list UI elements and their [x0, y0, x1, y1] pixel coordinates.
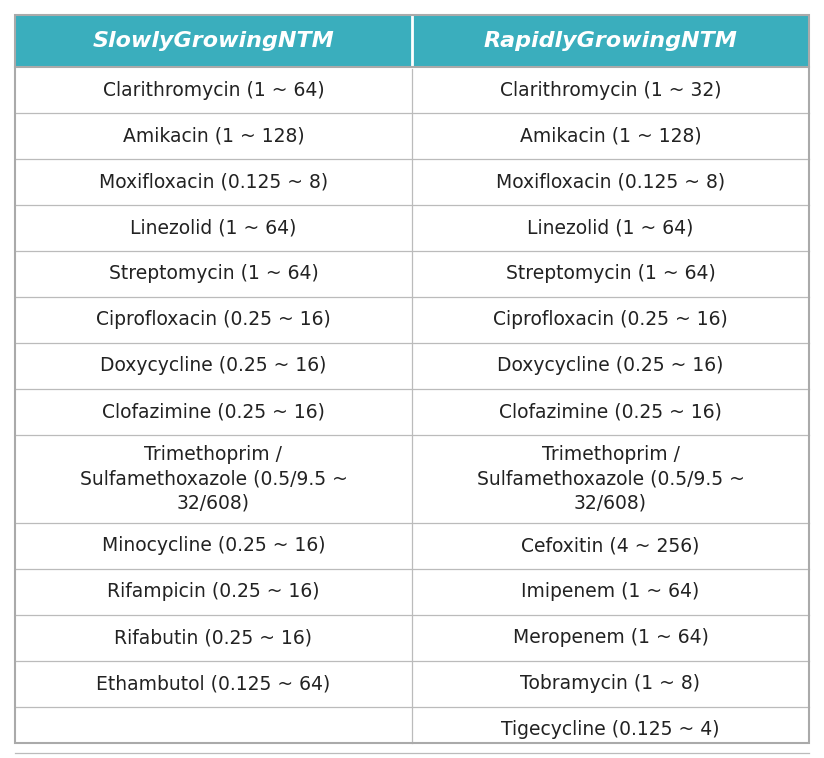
Text: Linezolid (1 ~ 64): Linezolid (1 ~ 64) — [130, 218, 297, 237]
Text: Clarithromycin (1 ~ 64): Clarithromycin (1 ~ 64) — [103, 80, 325, 99]
Text: Streptomycin (1 ~ 64): Streptomycin (1 ~ 64) — [506, 265, 715, 283]
Text: Amikacin (1 ~ 128): Amikacin (1 ~ 128) — [123, 127, 304, 146]
Bar — [15, 523, 809, 569]
Text: Doxycycline (0.25 ~ 16): Doxycycline (0.25 ~ 16) — [101, 356, 326, 375]
Text: Moxifloxacin (0.125 ~ 8): Moxifloxacin (0.125 ~ 8) — [99, 173, 328, 192]
Text: RapidlyGrowingNTM: RapidlyGrowingNTM — [484, 31, 737, 51]
Text: Clofazimine (0.25 ~ 16): Clofazimine (0.25 ~ 16) — [499, 402, 722, 421]
Text: Minocycline (0.25 ~ 16): Minocycline (0.25 ~ 16) — [101, 537, 325, 556]
Text: Tobramycin (1 ~ 8): Tobramycin (1 ~ 8) — [521, 675, 700, 694]
Bar — [15, 569, 809, 615]
Bar — [15, 661, 809, 707]
Text: Streptomycin (1 ~ 64): Streptomycin (1 ~ 64) — [109, 265, 318, 283]
Bar — [15, 615, 809, 661]
Bar — [15, 113, 809, 159]
Text: Meropenem (1 ~ 64): Meropenem (1 ~ 64) — [513, 628, 709, 647]
Text: Ciprofloxacin (0.25 ~ 16): Ciprofloxacin (0.25 ~ 16) — [493, 311, 728, 330]
Text: SlowlyGrowingNTM: SlowlyGrowingNTM — [92, 31, 335, 51]
Text: Linezolid (1 ~ 64): Linezolid (1 ~ 64) — [527, 218, 694, 237]
Text: Clarithromycin (1 ~ 32): Clarithromycin (1 ~ 32) — [499, 80, 721, 99]
Text: Doxycycline (0.25 ~ 16): Doxycycline (0.25 ~ 16) — [498, 356, 723, 375]
Bar — [15, 67, 809, 113]
Text: Rifampicin (0.25 ~ 16): Rifampicin (0.25 ~ 16) — [107, 582, 320, 602]
Text: Imipenem (1 ~ 64): Imipenem (1 ~ 64) — [522, 582, 700, 602]
Bar — [15, 15, 809, 67]
Bar — [15, 297, 809, 343]
Bar — [15, 707, 809, 753]
Bar — [15, 251, 809, 297]
Bar — [15, 343, 809, 389]
Text: Tigecycline (0.125 ~ 4): Tigecycline (0.125 ~ 4) — [501, 721, 719, 740]
Text: Amikacin (1 ~ 128): Amikacin (1 ~ 128) — [520, 127, 701, 146]
Text: Clofazimine (0.25 ~ 16): Clofazimine (0.25 ~ 16) — [102, 402, 325, 421]
Text: Ethambutol (0.125 ~ 64): Ethambutol (0.125 ~ 64) — [96, 675, 330, 694]
Text: Ciprofloxacin (0.25 ~ 16): Ciprofloxacin (0.25 ~ 16) — [96, 311, 331, 330]
Text: Rifabutin (0.25 ~ 16): Rifabutin (0.25 ~ 16) — [115, 628, 312, 647]
Bar — [15, 389, 809, 435]
Text: Moxifloxacin (0.125 ~ 8): Moxifloxacin (0.125 ~ 8) — [496, 173, 725, 192]
Text: Trimethoprim /
Sulfamethoxazole (0.5/9.5 ~
32/608): Trimethoprim / Sulfamethoxazole (0.5/9.5… — [476, 445, 744, 512]
Text: Cefoxitin (4 ~ 256): Cefoxitin (4 ~ 256) — [522, 537, 700, 556]
Bar — [15, 435, 809, 523]
Bar — [15, 205, 809, 251]
Text: Trimethoprim /
Sulfamethoxazole (0.5/9.5 ~
32/608): Trimethoprim / Sulfamethoxazole (0.5/9.5… — [80, 445, 348, 512]
Bar — [15, 159, 809, 205]
